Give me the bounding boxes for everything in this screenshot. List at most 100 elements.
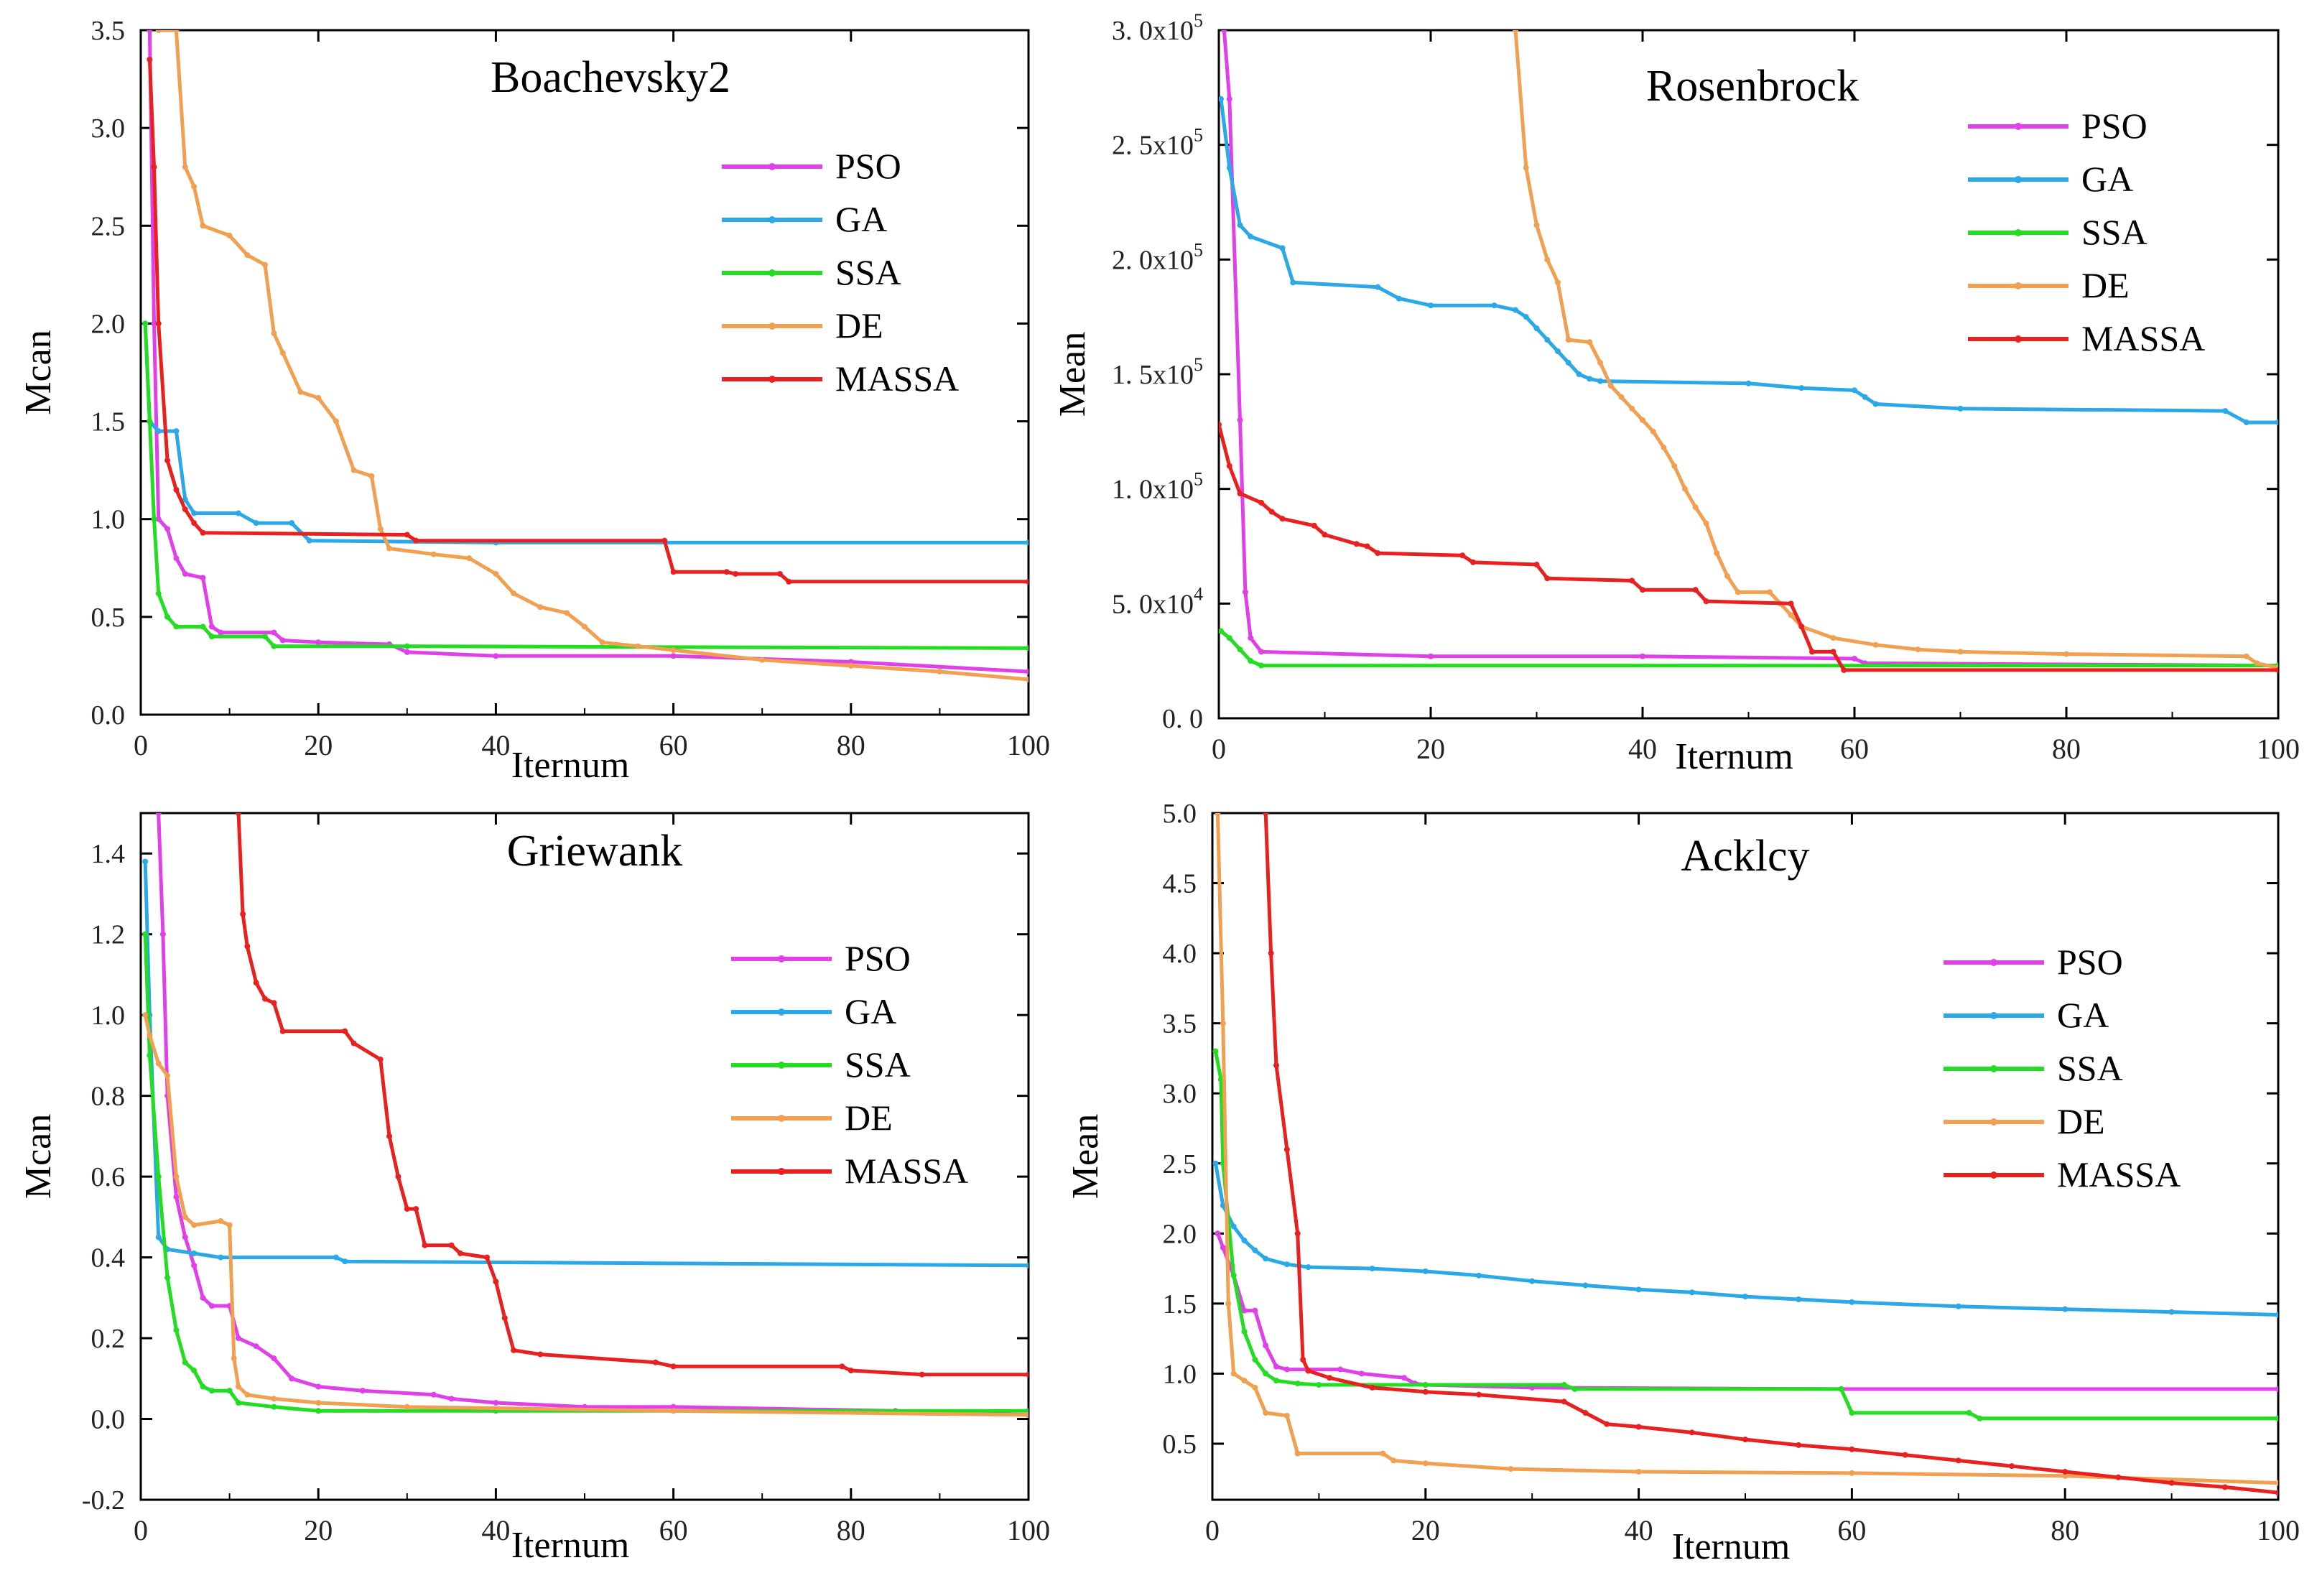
series-marker-massa bbox=[182, 506, 188, 513]
series-marker-ga bbox=[1252, 1247, 1258, 1253]
y-tick-label: 0. 0 bbox=[1162, 704, 1203, 734]
series-marker-ssa bbox=[1273, 1378, 1280, 1384]
series-marker-ga bbox=[1283, 1261, 1290, 1268]
series-marker-pso bbox=[218, 629, 224, 636]
series-marker-massa bbox=[1841, 667, 1847, 673]
y-axis-label: Mean bbox=[1052, 332, 1093, 417]
series-marker-pso bbox=[155, 813, 162, 816]
series-marker-massa bbox=[1459, 552, 1466, 559]
legend-marker bbox=[769, 376, 776, 383]
series-marker-de bbox=[1957, 649, 1964, 655]
series-marker-pso bbox=[200, 1294, 206, 1301]
series-marker-ssa bbox=[315, 1408, 322, 1414]
series-marker-ga bbox=[155, 428, 162, 435]
series-marker-de bbox=[564, 610, 570, 616]
series-marker-massa bbox=[1788, 600, 1794, 607]
series-marker-pso bbox=[2275, 1386, 2278, 1392]
series-marker-de bbox=[226, 232, 233, 238]
series-marker-ga bbox=[1219, 96, 1224, 102]
series-marker-de bbox=[430, 551, 437, 557]
series-marker-pso bbox=[159, 931, 166, 937]
x-tick-label: 60 bbox=[1837, 1514, 1866, 1546]
series-marker-pso bbox=[670, 1404, 677, 1410]
x-tick-label: 80 bbox=[2052, 733, 2081, 765]
legend-label-pso: PSO bbox=[2081, 106, 2147, 146]
series-marker-de bbox=[1915, 646, 1921, 653]
legend-label-ssa: SSA bbox=[845, 1044, 911, 1085]
legend-label-de: DE bbox=[2081, 265, 2130, 305]
series-marker-massa bbox=[151, 164, 157, 170]
series-marker-massa bbox=[1364, 543, 1370, 549]
x-tick-label: 80 bbox=[837, 1514, 865, 1546]
series-marker-ga bbox=[1513, 307, 1518, 313]
series-marker-ga bbox=[1587, 376, 1593, 382]
series-marker-pso bbox=[1283, 1366, 1290, 1373]
series-marker-ssa bbox=[1561, 1382, 1567, 1388]
series-marker-ga bbox=[2275, 419, 2278, 426]
series-marker-ssa bbox=[200, 623, 206, 630]
series-marker-pso bbox=[1237, 417, 1243, 423]
legend-label-de: DE bbox=[845, 1098, 893, 1138]
x-tick-label: 100 bbox=[2257, 1514, 2300, 1546]
x-tick-label: 0 bbox=[1205, 1514, 1220, 1546]
series-marker-ga bbox=[2168, 1309, 2175, 1315]
series-marker-massa bbox=[1375, 550, 1381, 557]
series-marker-ssa bbox=[1263, 1370, 1269, 1377]
series-marker-ssa bbox=[155, 1174, 162, 1180]
y-tick-label: 2.0 bbox=[1163, 1219, 1197, 1249]
series-marker-massa bbox=[1283, 1146, 1290, 1153]
series-marker-ssa bbox=[1248, 658, 1254, 664]
series-marker-pso bbox=[360, 1388, 366, 1394]
x-tick-label: 60 bbox=[1840, 733, 1869, 765]
series-marker-massa bbox=[1273, 1062, 1280, 1069]
series-marker-massa bbox=[484, 1254, 491, 1261]
chart-panel-0: 0 20 40 60 80 100 0.0 0.5 1.0 1.5 2.0 2.5 3.0 3.5 Boac… bbox=[18, 16, 1050, 786]
series-marker-ga bbox=[1745, 380, 1752, 386]
series-marker-de bbox=[271, 1396, 277, 1402]
series-marker-massa bbox=[1809, 649, 1815, 655]
series-marker-massa bbox=[1796, 1442, 1802, 1448]
x-tick-label: 80 bbox=[837, 729, 865, 761]
series-line-ga bbox=[143, 321, 1029, 544]
series-marker-de bbox=[1508, 1466, 1514, 1472]
series-marker-massa bbox=[2062, 1468, 2068, 1475]
series-marker-pso bbox=[315, 1383, 322, 1390]
series-marker-de bbox=[670, 647, 677, 654]
series-marker-ssa bbox=[1966, 1410, 1972, 1416]
series-marker-massa bbox=[1226, 463, 1232, 469]
series-marker-de bbox=[1533, 222, 1540, 228]
series-marker-ssa bbox=[235, 1400, 241, 1406]
series-marker-massa bbox=[413, 537, 419, 544]
series-marker-massa bbox=[1353, 541, 1360, 547]
y-tick-label: 0.8 bbox=[91, 1082, 126, 1112]
series-marker-de bbox=[1230, 1370, 1237, 1377]
series-marker-ga bbox=[1544, 337, 1551, 343]
y-tick-label: 1.5 bbox=[91, 407, 126, 437]
legend-label-massa: MASSA bbox=[2057, 1154, 2181, 1194]
series-marker-pso bbox=[191, 1262, 198, 1268]
series-marker-ssa bbox=[271, 1404, 277, 1410]
series-marker-pso bbox=[1273, 1363, 1280, 1370]
series-marker-de bbox=[1735, 589, 1741, 595]
series-marker-pso bbox=[147, 30, 153, 33]
series-marker-ga bbox=[1523, 314, 1529, 320]
series-marker-de bbox=[1724, 573, 1730, 580]
series-line-massa bbox=[147, 57, 1029, 584]
series-marker-de bbox=[1555, 279, 1561, 286]
series-marker-de bbox=[200, 223, 206, 229]
series-marker-massa bbox=[1582, 1410, 1589, 1416]
series-marker-de bbox=[537, 604, 544, 611]
series-marker-de bbox=[218, 1217, 224, 1224]
series-marker-pso bbox=[1263, 1342, 1269, 1349]
x-tick-label: 40 bbox=[481, 1514, 510, 1546]
series-marker-ssa bbox=[1219, 628, 1224, 634]
x-tick-label: 60 bbox=[659, 1514, 688, 1546]
y-tick-label: 4.0 bbox=[1163, 939, 1197, 969]
series-marker-massa bbox=[1263, 813, 1269, 816]
y-tick-label: 1. 0x105 bbox=[1112, 469, 1203, 505]
series-marker-ssa bbox=[173, 1327, 180, 1333]
y-tick-label: 2.0 bbox=[91, 309, 126, 339]
series-marker-pso bbox=[289, 1375, 295, 1382]
series-marker-massa bbox=[1258, 499, 1264, 506]
series-marker-ga bbox=[2062, 1306, 2068, 1312]
